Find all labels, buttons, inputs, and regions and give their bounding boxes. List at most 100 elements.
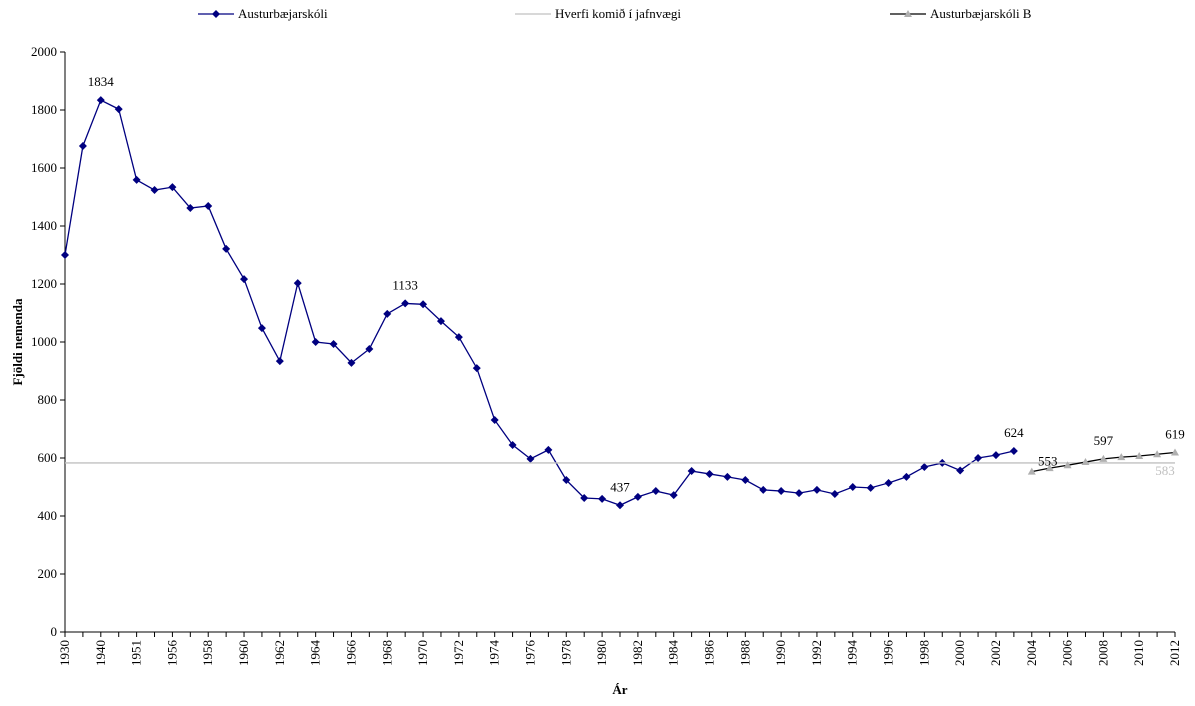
data-point: [991, 451, 1000, 460]
x-tick-label: 1970: [415, 640, 430, 666]
data-point: [204, 201, 213, 210]
data-point: [651, 487, 660, 496]
data-point: [96, 96, 105, 105]
data-point: [848, 483, 857, 491]
data-point: [1099, 454, 1108, 462]
x-tick-label: 1990: [773, 640, 788, 666]
data-point: [741, 476, 750, 485]
x-tick-label: 2012: [1167, 640, 1182, 666]
data-point: [759, 485, 768, 494]
data-label: 583: [1155, 463, 1175, 478]
data-point: [436, 317, 445, 326]
data-label: 437: [610, 479, 630, 494]
data-point: [1027, 467, 1036, 475]
data-label: 619: [1165, 426, 1185, 441]
data-point: [687, 467, 696, 476]
x-tick-label: 2002: [988, 640, 1003, 666]
data-point: [795, 489, 804, 498]
series-line: [64, 99, 1015, 506]
data-point: [526, 454, 535, 463]
x-tick-label: 2000: [952, 640, 967, 666]
data-point: [78, 141, 87, 150]
data-label: 624: [1004, 425, 1024, 440]
data-point: [830, 489, 839, 498]
x-tick-label: 1980: [594, 640, 609, 666]
x-tick-label: 1976: [522, 640, 537, 667]
data-label: 1834: [88, 74, 115, 89]
x-tick-label: 1940: [93, 640, 108, 666]
data-point: [419, 300, 428, 309]
x-tick-label: 1984: [666, 640, 681, 667]
x-tick-label: 1972: [451, 640, 466, 666]
data-label: 1133: [392, 277, 418, 292]
y-tick-label: 1400: [31, 218, 57, 233]
x-tick-label: 1966: [343, 640, 358, 667]
data-point: [257, 324, 266, 333]
data-point: [920, 462, 929, 471]
data-point: [902, 472, 911, 481]
data-point: [777, 487, 786, 496]
data-point: [580, 494, 589, 503]
data-point: [1153, 450, 1162, 458]
x-tick-label: 1964: [308, 640, 323, 667]
x-tick-label: 1962: [272, 640, 287, 666]
x-tick-label: 1988: [737, 640, 752, 666]
x-tick-label: 1978: [558, 640, 573, 666]
x-tick-label: 1986: [702, 640, 717, 667]
data-point: [1009, 447, 1018, 456]
legend-label: Austurbæjarskóli: [238, 6, 328, 21]
y-tick-label: 600: [38, 450, 58, 465]
x-tick-label: 1968: [379, 640, 394, 666]
data-point: [705, 469, 714, 478]
data-point: [383, 309, 392, 318]
data-point: [150, 186, 159, 195]
data-point: [132, 175, 141, 184]
data-point: [114, 105, 123, 114]
data-point: [168, 183, 177, 192]
legend-label: Austurbæjarskóli B: [930, 6, 1032, 21]
x-tick-label: 2004: [1024, 640, 1039, 667]
data-point: [544, 445, 553, 454]
data-point: [1117, 453, 1126, 461]
data-point: [669, 491, 678, 500]
y-tick-label: 800: [38, 392, 58, 407]
data-point: [812, 485, 821, 494]
data-point: [1045, 464, 1054, 472]
y-tick-label: 1000: [31, 334, 57, 349]
data-point: [293, 279, 302, 288]
y-axis-title: Fjöldi nemenda: [10, 298, 25, 386]
data-point: [347, 358, 356, 367]
data-point: [508, 440, 517, 449]
data-point: [723, 472, 732, 481]
data-point: [616, 501, 624, 510]
data-label: 553: [1038, 454, 1058, 469]
data-point: [401, 299, 410, 308]
data-point: [1135, 451, 1144, 459]
y-tick-label: 2000: [31, 44, 57, 59]
x-tick-label: 1998: [916, 640, 931, 666]
x-tick-label: 2010: [1131, 640, 1146, 666]
x-tick-label: 1996: [881, 640, 896, 667]
data-point: [1171, 448, 1179, 456]
data-point: [454, 333, 463, 342]
x-tick-label: 1958: [200, 640, 215, 666]
data-point: [1081, 458, 1090, 466]
data-label: 597: [1094, 433, 1114, 448]
data-point: [974, 454, 983, 462]
data-point: [562, 476, 571, 485]
data-point: [365, 344, 374, 353]
legend-label: Hverfi komið í jafnvægi: [555, 6, 681, 21]
data-point: [240, 275, 249, 284]
data-point: [61, 251, 69, 259]
y-tick-label: 1200: [31, 276, 57, 291]
data-point: [329, 340, 338, 349]
x-tick-label: 1960: [236, 640, 251, 666]
data-point: [884, 478, 893, 487]
data-point: [866, 483, 875, 492]
x-axis-title: Ár: [612, 682, 627, 697]
y-tick-label: 0: [51, 624, 58, 639]
x-tick-label: 1992: [809, 640, 824, 666]
y-tick-label: 1600: [31, 160, 57, 175]
